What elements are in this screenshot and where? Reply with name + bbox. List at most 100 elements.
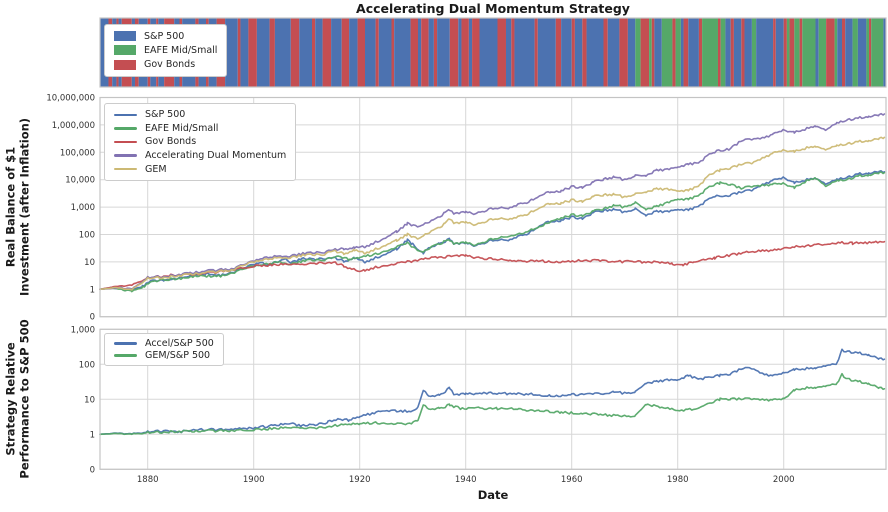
legend-swatch-eafe (114, 45, 136, 56)
middle-y-axis-label-line2: Investment (after Inflation) (18, 117, 32, 297)
legend-label: Gov Bonds (144, 59, 196, 71)
holding-segment-bonds (511, 18, 515, 87)
legend-swatch-eafe (114, 127, 137, 130)
x-tick-label: 1960 (561, 475, 583, 485)
middle-y-tick-label: 10,000 (65, 176, 95, 186)
holding-segment-bonds (741, 18, 745, 87)
holding-segment-eafe (866, 18, 870, 87)
holding-segment-sp500 (428, 18, 434, 87)
holding-segment-bonds (773, 18, 776, 87)
bottom-y-tick-label: 1 (90, 430, 95, 440)
series-line-sp500-relative (99, 348, 886, 436)
holding-segment-eafe (720, 18, 726, 87)
holding-segment-bonds (698, 18, 703, 87)
legend-swatch-eafe (114, 353, 137, 357)
bottom-y-tick-label: 1,000 (71, 325, 95, 335)
holding-segment-sp500 (561, 18, 572, 87)
holding-segment-eafe (661, 18, 673, 87)
holding-segment-eafe (802, 18, 816, 87)
holding-segment-bonds (534, 18, 538, 87)
bottom-y-axis-label-line1: Strategy Relative (3, 342, 18, 456)
series-line-eafe-balance (99, 171, 886, 293)
holding-segment-sp500 (756, 18, 774, 87)
holding-segment-eafe (794, 18, 800, 87)
legend-item: Gov Bonds (114, 136, 286, 147)
holding-segment-eafe (786, 18, 790, 87)
holding-segment-sp500 (394, 18, 411, 87)
holding-segment-bonds (497, 18, 506, 87)
holding-segment-sp500 (299, 18, 313, 87)
legend-label: Gov Bonds (145, 136, 197, 148)
balance-legend: S&P 500 EAFE Mid/Small Gov Bonds Accelerati… (104, 103, 297, 181)
x-tick-label: 1900 (243, 475, 265, 485)
holding-segment-bonds (433, 18, 438, 87)
holding-segment-bonds (717, 18, 721, 87)
holding-segment-bonds (571, 18, 575, 87)
legend-label: EAFE Mid/Small (145, 122, 219, 134)
legend-swatch-sp500 (114, 342, 137, 346)
holding-segment-eafe (751, 18, 757, 87)
holding-segment-bonds (472, 18, 480, 87)
holding-segment-sp500 (458, 18, 462, 87)
holding-segment-sp500 (240, 18, 249, 87)
chart-title: Accelerating Dual Momentum Strategy (356, 1, 630, 16)
bottom-y-tick-label: 10 (84, 395, 95, 405)
holding-segment-sp500 (837, 18, 843, 87)
legend-swatch-sp500 (114, 113, 137, 117)
holding-segment-sp500 (654, 18, 662, 87)
holding-segment-bonds (290, 18, 300, 87)
holding-segment-sp500 (378, 18, 392, 87)
legend-item: Accel/S&P 500 (114, 338, 214, 349)
x-tick-label: 1920 (349, 475, 371, 485)
holding-segment-sp500 (514, 18, 535, 87)
holding-segment-sp500 (733, 18, 742, 87)
holding-segment-bonds (461, 18, 469, 87)
legend-label: Accel/S&P 500 (145, 338, 214, 350)
holding-segment-sp500 (437, 18, 450, 87)
legend-item: S&P 500 (114, 109, 286, 120)
holding-segment-bonds (410, 18, 419, 87)
holding-segment-sp500 (815, 18, 819, 87)
holding-segment-sp500 (627, 18, 636, 87)
legend-label: S&P 500 (145, 109, 186, 121)
middle-y-axis-label: Real Balance of $1 Investment (after Inf… (4, 118, 33, 296)
holding-segment-sp500 (225, 18, 238, 87)
holding-segment-sp500 (468, 18, 473, 87)
holding-segment-sp500 (479, 18, 498, 87)
holding-segment-bonds (619, 18, 628, 87)
holding-segment-bonds (555, 18, 562, 87)
holdings-legend: S&P 500 EAFE Mid/Small Gov Bonds (104, 24, 228, 77)
holding-segment-eafe (635, 18, 641, 87)
middle-y-tick-label: 1,000 (71, 203, 95, 213)
series-line-eafe-relative (99, 372, 886, 436)
holding-segment-sp500 (586, 18, 604, 87)
holding-segment-bonds (672, 18, 676, 87)
middle-y-tick-label: 10 (84, 258, 95, 268)
holding-segment-eafe (852, 18, 858, 87)
legend-swatch-sp500 (114, 31, 136, 42)
holding-segment-bonds (312, 18, 316, 87)
legend-item: S&P 500 (114, 31, 217, 42)
panel-border-2 (99, 328, 887, 470)
holding-segment-bonds (842, 18, 846, 87)
legend-item: Accelerating Dual Momentum (114, 150, 286, 161)
legend-item: GEM (114, 164, 286, 175)
holding-segment-bonds (582, 18, 587, 87)
holding-segment-bonds (640, 18, 650, 87)
holding-segment-bonds (449, 18, 459, 87)
holding-segment-bonds (651, 18, 655, 87)
holding-segment-sp500 (680, 18, 684, 87)
holding-segment-eafe (702, 18, 718, 87)
holding-segment-sp500 (349, 18, 358, 87)
panel-border-1 (99, 96, 887, 318)
middle-y-tick-label: 100 (79, 231, 95, 241)
holding-segment-sp500 (744, 18, 752, 87)
holding-segment-bonds (357, 18, 366, 87)
legend-swatch-adm (114, 154, 137, 157)
legend-label: EAFE Mid/Small (144, 44, 218, 56)
legend-item: Gov Bonds (114, 59, 217, 70)
panel-border-0 (99, 17, 887, 88)
bottom-y-tick-label: 100 (79, 360, 95, 370)
legend-label: Accelerating Dual Momentum (145, 150, 287, 162)
